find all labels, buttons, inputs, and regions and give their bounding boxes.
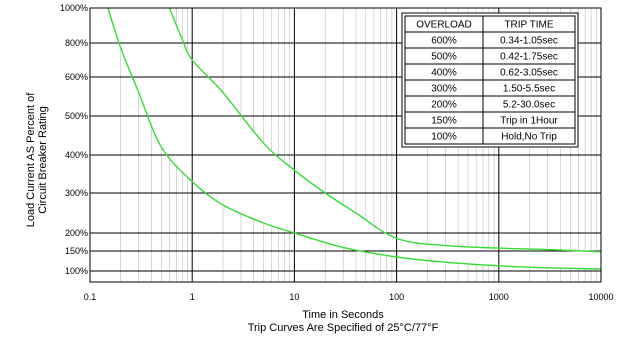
- table-cell: Trip in 1Hour: [500, 116, 558, 127]
- table-cell: 100%: [431, 132, 457, 143]
- x-tick-label: 1: [190, 292, 195, 302]
- x-tick-label: 0.1: [84, 292, 97, 302]
- table-cell: 0.42-1.75sec: [500, 52, 558, 63]
- y-tick-label: 300%: [65, 188, 88, 198]
- y-tick-label: 100%: [65, 266, 88, 276]
- y-tick-label: 600%: [65, 72, 88, 82]
- table-cell: 5.2-30.0sec: [503, 100, 555, 111]
- table-cell: 400%: [431, 68, 457, 79]
- x-tick-label: 10000: [588, 292, 613, 302]
- trip-band-fill: [108, 8, 601, 269]
- trip-curves: [107, 7, 602, 270]
- table-cell: 200%: [431, 100, 457, 111]
- y-axis-label-line2: Circuit Breaker Rating: [37, 106, 49, 214]
- table-cell: 1.50-5.5sec: [503, 84, 555, 95]
- y-tick-label: 200%: [65, 228, 88, 238]
- y-tick-label: 500%: [65, 111, 88, 121]
- tick-labels: 0.1 1 10 100 1000 10000 100% 150% 200% 300% 400% 50…: [60, 3, 614, 302]
- plot-frame: [89, 7, 602, 283]
- y-tick-label: 800%: [65, 38, 88, 48]
- y-tick-label: 150%: [65, 246, 88, 256]
- trip-time-table: OVERLOAD TRIP TIME 600% 0.34-1.05sec 500% 0.4…: [401, 12, 579, 148]
- table-cell: 0.34-1.05sec: [500, 36, 558, 47]
- x-axis-label: Time in Seconds: [302, 309, 384, 321]
- upper-trip-curve: [168, 7, 602, 253]
- chart-caption: Trip Curves Are Specified of 25°C/77°F: [248, 322, 439, 334]
- table-header-cell: OVERLOAD: [416, 20, 472, 31]
- x-tick-label: 1000: [489, 292, 509, 302]
- table-header-cell: TRIP TIME: [504, 20, 553, 31]
- y-tick-label: 1000%: [60, 3, 88, 13]
- table-cell: 300%: [431, 84, 457, 95]
- table-cell: 600%: [431, 36, 457, 47]
- lower-trip-curve: [107, 7, 602, 270]
- y-axis-label-line1: Load Current AS Percent of: [25, 92, 37, 227]
- y-tick-label: 400%: [65, 150, 88, 160]
- x-tick-label: 10: [289, 292, 299, 302]
- table-cell: Hold,No Trip: [501, 132, 557, 143]
- plot-border: [89, 7, 602, 283]
- table-cell: 500%: [431, 52, 457, 63]
- table-cell: 0.62-3.05sec: [500, 68, 558, 79]
- x-tick-label: 100: [389, 292, 404, 302]
- trip-band: [108, 8, 601, 269]
- table-cell: 150%: [431, 116, 457, 127]
